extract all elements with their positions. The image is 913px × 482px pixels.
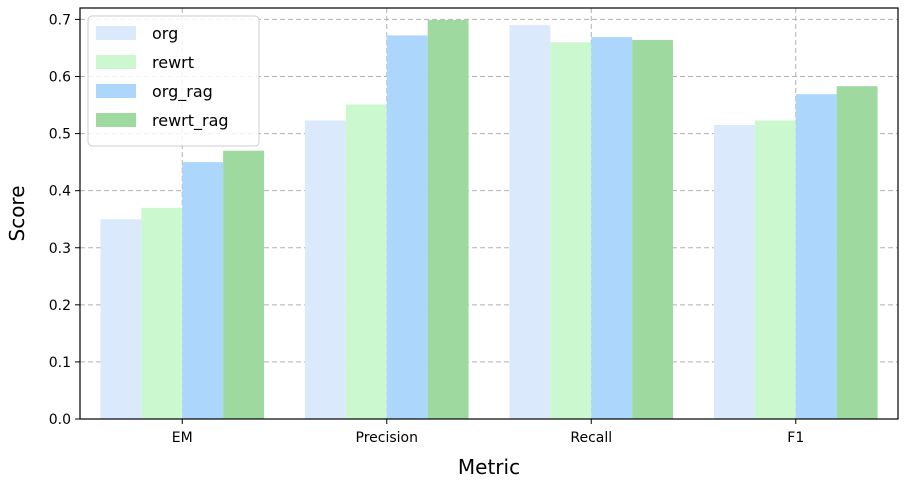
bar-rewrt-recall: [550, 42, 592, 419]
x-tick-label: F1: [787, 430, 804, 446]
bar-rewrt_rag-em: [223, 150, 265, 420]
bar-org_rag-em: [182, 162, 224, 419]
legend: org rewrt org_rag rewrt_rag: [87, 15, 260, 147]
bars: [100, 19, 878, 420]
legend-swatch-org: [96, 26, 136, 40]
x-axis-ticks: EM Precision Recall F1: [172, 419, 804, 446]
bar-org-em: [100, 219, 142, 419]
y-tick-label: 0.4: [49, 184, 71, 200]
bar-org_rag-recall: [591, 37, 633, 420]
x-tick-label: Recall: [570, 430, 612, 446]
x-axis-title: Metric: [458, 455, 520, 479]
y-tick-label: 0.7: [49, 12, 71, 28]
bar-rewrt-f1: [754, 120, 796, 420]
bar-rewrt_rag-precision: [427, 19, 469, 420]
legend-label-org_rag: org_rag: [152, 82, 213, 102]
y-axis-title: Score: [5, 185, 29, 241]
legend-label-rewrt: rewrt: [152, 53, 194, 72]
bar-rewrt-precision: [345, 104, 387, 420]
y-tick-label: 0.5: [49, 127, 71, 143]
bar-org_rag-precision: [386, 35, 428, 420]
legend-swatch-rewrt_rag: [96, 113, 136, 127]
x-tick-label: EM: [172, 430, 193, 446]
bar-org-f1: [713, 125, 755, 419]
plot-frame: [79, 7, 899, 420]
bar-rewrt_rag-f1: [836, 86, 878, 420]
legend-label-rewrt_rag: rewrt_rag: [152, 111, 229, 131]
y-axis-ticks: 0.0 0.1 0.2 0.3 0.4 0.5 0.6 0.7: [49, 12, 80, 428]
legend-label-org: org: [152, 24, 178, 43]
legend-swatch-rewrt: [96, 55, 136, 69]
bar-rewrt-em: [141, 207, 183, 419]
y-tick-label: 0.6: [49, 70, 71, 86]
y-tick-label: 0.0: [49, 412, 71, 428]
bar-org-precision: [304, 120, 346, 420]
y-tick-label: 0.3: [49, 241, 71, 257]
bar-rewrt_rag-recall: [632, 39, 674, 419]
bar-org_rag-f1: [795, 94, 837, 419]
x-tick-label: Precision: [356, 430, 418, 446]
y-tick-label: 0.1: [49, 355, 71, 371]
y-tick-label: 0.2: [49, 298, 71, 314]
legend-swatch-org_rag: [96, 84, 136, 98]
bar-org-recall: [509, 25, 551, 419]
